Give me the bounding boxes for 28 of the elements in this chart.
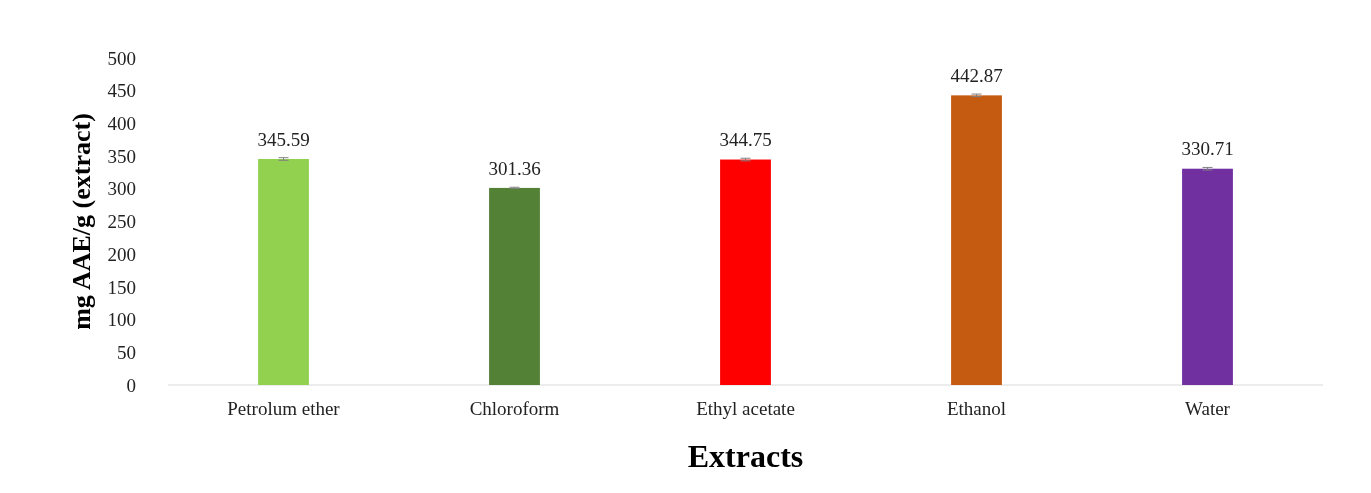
- x-tick-label: Chloroform: [469, 398, 560, 419]
- y-axis-title: mg AAE/g (extract): [67, 113, 96, 330]
- y-tick-label: 200: [107, 243, 136, 265]
- y-tick-label: 50: [117, 341, 136, 363]
- y-tick-label: 300: [107, 178, 136, 200]
- bar: [489, 187, 540, 385]
- y-tick-label: 250: [107, 211, 136, 233]
- x-tick-label: Ethanol: [946, 398, 1007, 419]
- y-tick-label: 400: [107, 113, 136, 135]
- y-tick-label: 500: [107, 47, 136, 69]
- y-tick-label: 150: [107, 276, 136, 298]
- bar: [1182, 168, 1233, 385]
- y-tick-label: 100: [107, 309, 136, 331]
- bar: [720, 159, 771, 385]
- data-label: 442.87: [950, 65, 1003, 87]
- x-axis-title: Extracts: [687, 438, 804, 474]
- x-tick-label: Water: [1185, 398, 1231, 419]
- y-tick-label: 0: [126, 374, 136, 396]
- data-label: 345.59: [257, 128, 310, 150]
- y-tick-label: 450: [107, 80, 136, 102]
- bar: [258, 158, 309, 385]
- x-tick-label: Ethyl acetate: [696, 398, 795, 419]
- bar: [951, 95, 1002, 385]
- data-label: 301.36: [488, 158, 541, 180]
- data-label: 330.71: [1181, 138, 1234, 160]
- data-label: 344.75: [719, 129, 772, 151]
- y-tick-label: 350: [107, 145, 136, 167]
- x-tick-label: Petrolum ether: [227, 398, 341, 419]
